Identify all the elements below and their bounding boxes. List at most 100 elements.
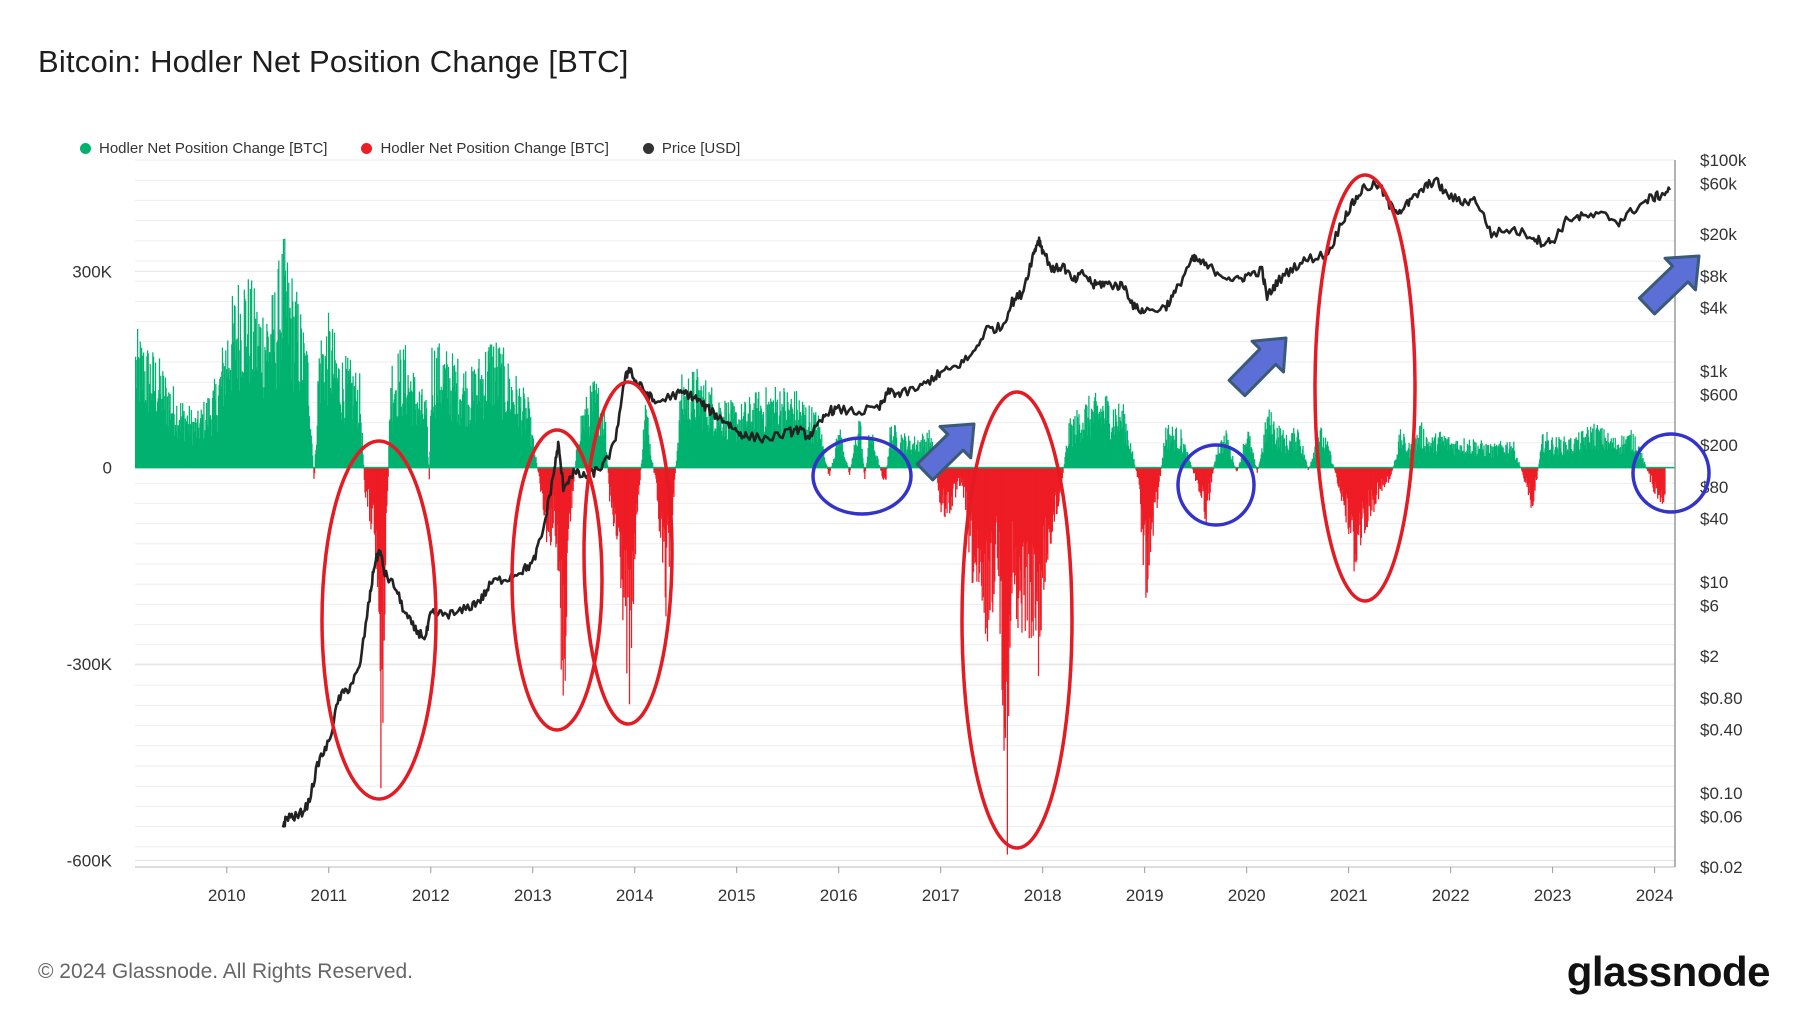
net-position-bar [1637, 446, 1640, 468]
net-position-bar [586, 429, 588, 468]
net-position-bar [1165, 427, 1167, 468]
net-position-bar [904, 436, 906, 468]
net-position-bar [161, 399, 163, 468]
legend-item-positive[interactable]: Hodler Net Position Change [BTC] [80, 140, 327, 157]
net-position-bar [1529, 467, 1531, 493]
net-position-bar [383, 467, 385, 641]
net-position-bar [1617, 449, 1619, 468]
net-position-bar [1497, 445, 1500, 468]
net-position-bar [1262, 452, 1264, 468]
net-position-bar [1193, 467, 1195, 474]
net-position-bar [1291, 432, 1294, 468]
net-position-bar [416, 402, 419, 468]
net-position-bar [977, 467, 979, 549]
net-position-bar [525, 408, 527, 468]
net-position-bar [898, 450, 900, 468]
net-position-bar [1449, 444, 1451, 468]
net-position-bar [1490, 457, 1492, 468]
price-tick-label: $0.10 [1700, 784, 1743, 803]
net-position-bar [665, 467, 668, 548]
net-position-bar [1194, 467, 1197, 481]
net-position-bar [170, 413, 173, 468]
net-position-bar [1351, 467, 1353, 521]
net-position-bar [1413, 446, 1416, 468]
net-position-bar [884, 467, 887, 480]
net-position-bar [1612, 437, 1614, 468]
net-position-bar [942, 467, 944, 504]
net-position-bar [1543, 453, 1545, 468]
net-position-bar [504, 411, 507, 468]
net-position-bar [1381, 467, 1383, 491]
net-position-bar [1323, 450, 1325, 468]
net-position-bar [745, 427, 747, 468]
net-position-bar [205, 419, 207, 468]
net-position-bar [1602, 444, 1604, 468]
net-position-bar [1336, 467, 1339, 484]
net-position-bar [1338, 467, 1340, 488]
net-position-bar [559, 467, 562, 609]
net-position-bar [821, 446, 824, 468]
net-position-bar [1649, 467, 1652, 483]
net-position-bar [1375, 467, 1378, 495]
net-position-bar [1270, 412, 1272, 468]
net-position-bar [907, 435, 910, 468]
net-position-bar [1224, 446, 1226, 468]
net-position-bar [1636, 454, 1638, 468]
net-position-bar [180, 403, 182, 468]
net-position-bar [231, 344, 233, 468]
net-position-bar [474, 422, 476, 468]
net-position-bar [1389, 467, 1392, 477]
net-position-bar [304, 355, 306, 468]
net-position-bar [1462, 450, 1464, 468]
net-position-bar [1200, 467, 1202, 496]
net-position-bar [1284, 445, 1286, 468]
net-position-bar [684, 396, 686, 468]
net-position-bar [616, 467, 619, 536]
net-position-bar [1247, 431, 1249, 468]
net-position-bar [1019, 467, 1021, 591]
net-position-bar [1067, 445, 1069, 468]
net-position-bar [470, 408, 472, 468]
net-position-bar [158, 358, 161, 468]
net-position-bar [1208, 467, 1210, 484]
net-position-bar [754, 392, 757, 468]
net-position-bar [644, 420, 646, 468]
net-position-bar [1500, 446, 1502, 468]
net-position-bar [1005, 467, 1007, 674]
legend-item-price[interactable]: Price [USD] [642, 140, 740, 157]
net-position-bar [1358, 467, 1360, 536]
net-position-bar [1012, 467, 1014, 522]
net-position-bar [510, 387, 513, 468]
net-position-bar [1378, 467, 1380, 487]
net-position-bar [349, 359, 352, 468]
net-position-bar [603, 435, 605, 468]
net-position-bar [1603, 429, 1605, 468]
net-position-bar [215, 415, 218, 468]
net-position-bar [1132, 460, 1134, 468]
net-position-bar [938, 467, 940, 488]
net-position-bar [1348, 467, 1350, 535]
net-position-bar [264, 350, 267, 468]
net-position-bar [1517, 463, 1520, 468]
net-position-bar [516, 389, 518, 468]
net-position-bar [1248, 439, 1250, 468]
net-position-bar [218, 384, 220, 468]
net-position-bar [1489, 444, 1492, 468]
net-position-bar [1486, 450, 1488, 468]
net-position-bar [742, 418, 744, 468]
net-position-bar [1607, 432, 1609, 468]
net-position-bar [1175, 429, 1177, 468]
net-position-bar [557, 467, 559, 571]
net-position-bar [1110, 432, 1113, 468]
net-position-bar [997, 467, 999, 570]
net-position-bar [912, 443, 914, 468]
net-position-bar [1588, 436, 1590, 468]
net-position-bar [1256, 467, 1258, 473]
net-position-bar [183, 411, 185, 468]
net-position-bar [1155, 467, 1158, 492]
legend-item-negative[interactable]: Hodler Net Position Change [BTC] [361, 140, 609, 157]
net-position-bar [1161, 465, 1163, 468]
net-position-bar [1654, 467, 1656, 494]
net-position-bar [1046, 467, 1048, 554]
net-position-bar [571, 467, 573, 509]
